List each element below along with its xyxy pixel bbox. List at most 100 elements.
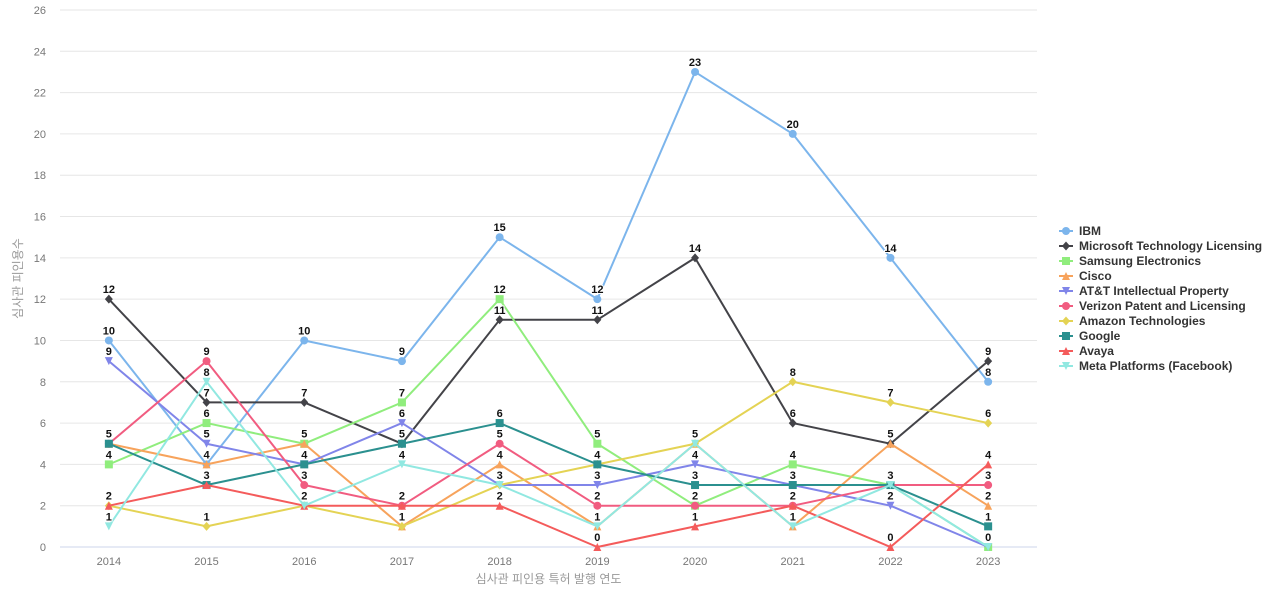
data-label: 4 (301, 449, 308, 461)
data-label: 4 (399, 449, 406, 461)
data-label: 3 (887, 470, 893, 482)
data-point (397, 501, 406, 510)
data-label: 7 (203, 387, 209, 399)
data-label: 2 (790, 491, 796, 503)
data-label: 5 (203, 429, 209, 441)
y-tick-label: 26 (34, 5, 46, 17)
data-label: 4 (106, 449, 113, 461)
data-label: 3 (497, 470, 503, 482)
data-point (691, 522, 700, 531)
x-tick-label: 2014 (97, 556, 121, 568)
data-label: 12 (494, 284, 506, 296)
legend-label: Avaya (1079, 344, 1114, 358)
x-tick-label: 2018 (487, 556, 511, 568)
series-9 (104, 377, 993, 551)
data-label: 4 (497, 449, 504, 461)
legend-label: AT&T Intellectual Property (1079, 284, 1229, 298)
data-point (886, 481, 895, 490)
legend-item[interactable]: AT&T Intellectual Property (1059, 284, 1229, 298)
data-point (691, 67, 700, 76)
data-point (104, 501, 113, 510)
legend-item[interactable]: Samsung Electronics (1059, 254, 1201, 268)
data-label: 15 (494, 222, 506, 234)
legend-marker (1062, 272, 1070, 280)
y-tick-label: 4 (40, 459, 46, 471)
data-label: 5 (692, 429, 698, 441)
series-line (108, 360, 989, 507)
data-label: 20 (787, 119, 799, 131)
data-label: 1 (399, 511, 405, 523)
data-label: 3 (887, 470, 893, 482)
data-label: 3 (203, 470, 209, 482)
data-label: 1 (399, 511, 405, 523)
data-label: 2 (985, 491, 991, 503)
data-point (495, 501, 504, 510)
data-label: 5 (594, 429, 600, 441)
data-label: 1 (790, 511, 796, 523)
data-point (495, 419, 504, 428)
x-tick-label: 2015 (194, 556, 218, 568)
legend-item[interactable]: Microsoft Technology Licensing (1059, 239, 1262, 253)
data-label: 6 (985, 408, 991, 420)
legend-item[interactable]: Google (1059, 329, 1121, 343)
y-tick-label: 2 (40, 501, 46, 513)
data-label: 2 (887, 491, 893, 503)
data-point (397, 439, 406, 448)
data-label: 2 (692, 491, 698, 503)
legend-item[interactable]: Avaya (1059, 344, 1114, 358)
legend-label: Google (1079, 329, 1121, 343)
legend-label: Amazon Technologies (1079, 314, 1206, 328)
data-point (495, 233, 504, 242)
data-label: 9 (203, 346, 209, 358)
data-label: 0 (985, 532, 991, 544)
data-point (397, 460, 406, 469)
data-point (202, 439, 211, 448)
data-label: 3 (203, 470, 209, 482)
series-1 (104, 253, 993, 449)
legend-item[interactable]: Verizon Patent and Licensing (1059, 299, 1246, 313)
data-label: 5 (497, 429, 503, 441)
legend-item[interactable]: IBM (1059, 224, 1101, 238)
data-point (202, 481, 211, 490)
legend-marker (1062, 287, 1070, 295)
data-label: 1 (594, 511, 600, 523)
data-label: 5 (692, 429, 698, 441)
x-tick-label: 2021 (781, 556, 805, 568)
data-label: 9 (106, 346, 112, 358)
legend-marker (1062, 227, 1070, 235)
data-point (984, 481, 993, 490)
data-label: 10 (103, 325, 115, 337)
legend-marker (1062, 316, 1070, 326)
data-point (104, 439, 113, 448)
legend-item[interactable]: Amazon Technologies (1059, 314, 1206, 328)
data-point (984, 356, 993, 366)
legend-marker (1062, 241, 1070, 251)
legend-marker (1062, 362, 1070, 370)
legend-item[interactable]: Meta Platforms (Facebook) (1059, 359, 1232, 373)
data-label: 2 (301, 491, 307, 503)
data-point (104, 357, 113, 366)
data-point (495, 439, 504, 448)
data-label: 5 (399, 429, 405, 441)
legend-item[interactable]: Cisco (1059, 269, 1112, 283)
data-point (495, 315, 504, 325)
legend-marker (1062, 302, 1070, 310)
data-label: 3 (985, 470, 991, 482)
data-label: 3 (887, 470, 893, 482)
legend-label: IBM (1079, 224, 1101, 238)
data-label: 5 (301, 429, 307, 441)
data-point (397, 521, 406, 531)
x-tick-label: 2023 (976, 556, 1000, 568)
data-label: 10 (298, 325, 310, 337)
y-axis-title: 심사관 피인용수 (11, 238, 25, 319)
data-label: 4 (594, 449, 601, 461)
data-label: 4 (790, 449, 797, 461)
data-label: 3 (301, 470, 307, 482)
data-point (593, 315, 602, 325)
data-point (104, 522, 113, 531)
data-label: 5 (887, 429, 893, 441)
data-label: 14 (689, 243, 702, 255)
data-point (984, 543, 993, 551)
